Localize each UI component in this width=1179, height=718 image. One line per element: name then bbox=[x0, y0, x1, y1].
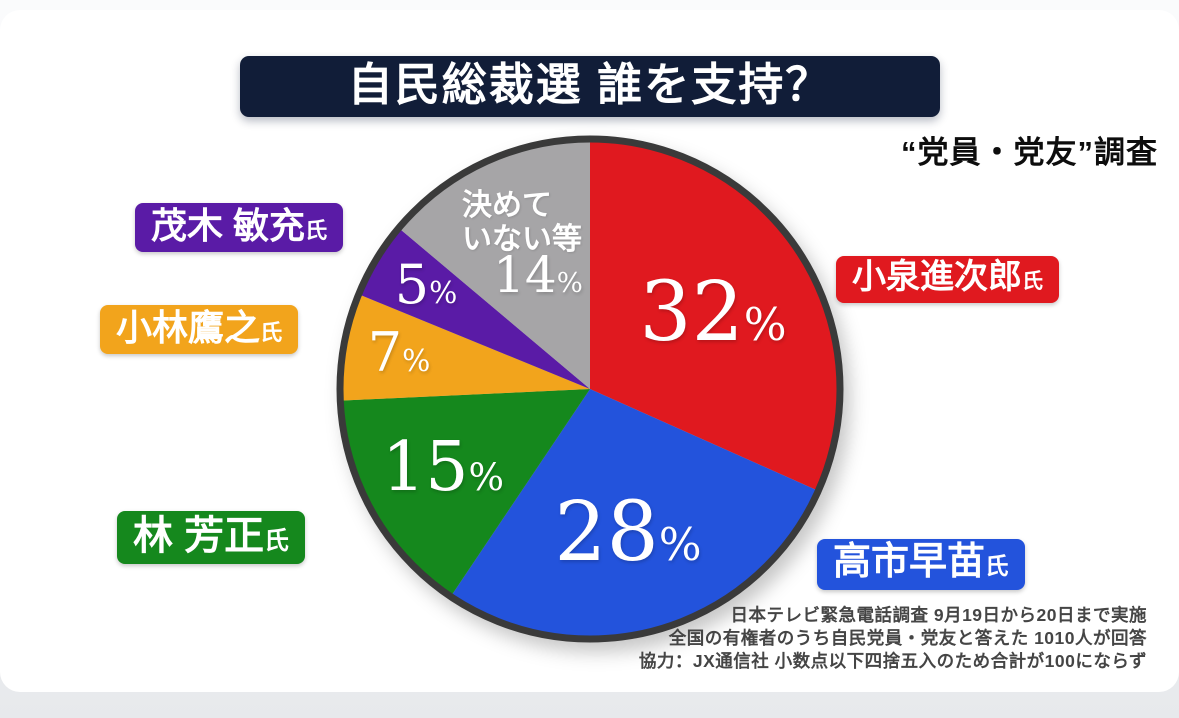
pie-value-0: 32% bbox=[639, 272, 786, 354]
undecided-label-line: いない等 bbox=[462, 223, 582, 256]
source-note: 日本テレビ緊急電話調査 9月19日から20日まで実施 全国の有権者のうち自民党員… bbox=[639, 604, 1147, 673]
candidate-label-1: 高市早苗氏 bbox=[817, 539, 1025, 590]
candidate-name: 小泉進次郎 bbox=[852, 258, 1022, 296]
pie-value-unit: % bbox=[429, 276, 458, 311]
pie-value-4: 5% bbox=[395, 258, 458, 312]
candidate-name: 小林鷹之 bbox=[116, 307, 261, 348]
pie-value-unit: % bbox=[468, 455, 505, 499]
pie-value-number: 32 bbox=[639, 265, 744, 360]
undecided-label: 決めて いない等 bbox=[462, 189, 582, 257]
pie-slice-2 bbox=[340, 389, 590, 597]
pie-slice-4 bbox=[358, 227, 590, 389]
pie-value-unit: % bbox=[743, 298, 787, 351]
pie-value-1: 28% bbox=[554, 492, 701, 574]
candidate-honorific: 氏 bbox=[1022, 270, 1044, 293]
candidate-label-2: 林 芳正氏 bbox=[117, 511, 305, 564]
source-line-3: 協力：JX通信社 小数点以下四捨五入のため合計が100にならず bbox=[638, 651, 1147, 671]
page-title: 自民総裁選 誰を支持？ bbox=[240, 56, 940, 117]
candidate-honorific: 氏 bbox=[985, 553, 1009, 579]
source-line-1: 日本テレビ緊急電話調査 9月19日から20日まで実施 bbox=[730, 605, 1147, 625]
survey-type-label: “党員・党友”調査 bbox=[901, 135, 1158, 170]
pie-value-3: 7% bbox=[368, 326, 431, 380]
pie-slice-3 bbox=[339, 294, 590, 401]
candidate-honorific: 氏 bbox=[264, 528, 289, 555]
candidate-honorific: 氏 bbox=[305, 218, 328, 243]
pie-value-number: 15 bbox=[381, 428, 469, 507]
pie-value-unit: % bbox=[402, 344, 431, 379]
pie-rim bbox=[336, 135, 844, 643]
page-title-text: 自民総裁選 誰を支持？ bbox=[347, 59, 833, 110]
candidate-label-4: 茂木 敏充氏 bbox=[135, 203, 344, 252]
pie-value-2: 15% bbox=[382, 434, 504, 502]
candidate-honorific: 氏 bbox=[260, 320, 283, 345]
source-line-2: 全国の有権者のうち自民党員・党友と答えた 1010人が回答 bbox=[668, 628, 1147, 648]
pie-chart bbox=[336, 135, 844, 643]
pie-slice-1 bbox=[450, 389, 819, 640]
pie-value-unit: % bbox=[556, 267, 583, 299]
candidate-name: 茂木 敏充 bbox=[151, 205, 306, 246]
pie-value-number: 28 bbox=[554, 485, 659, 580]
candidate-name: 林 芳正 bbox=[133, 514, 265, 558]
pie-slice-5 bbox=[398, 139, 590, 389]
candidate-name: 高市早苗 bbox=[833, 541, 986, 583]
undecided-label-line: 決めて bbox=[462, 189, 552, 222]
candidate-label-0: 小泉進次郎氏 bbox=[836, 256, 1060, 303]
pie-value-5: 14% bbox=[493, 250, 583, 300]
pie-value-unit: % bbox=[658, 518, 702, 571]
pie-value-number: 5 bbox=[394, 253, 430, 316]
pie-value-number: 7 bbox=[367, 321, 403, 384]
candidate-label-3: 小林鷹之氏 bbox=[100, 305, 299, 354]
pie-value-number: 14 bbox=[493, 246, 557, 304]
